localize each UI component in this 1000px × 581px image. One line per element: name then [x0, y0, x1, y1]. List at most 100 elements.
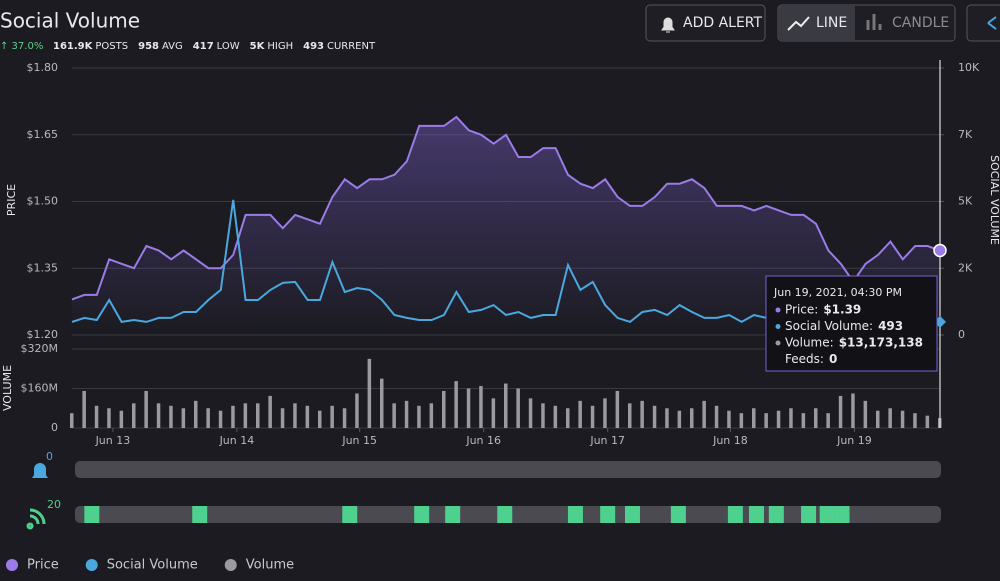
volume-bar [94, 405, 99, 428]
line-icon [787, 16, 810, 31]
volume-bar [70, 413, 74, 428]
volume-bar [801, 413, 806, 428]
feed-event [768, 506, 784, 523]
stat-value: 161.9K [53, 41, 94, 52]
tooltip [765, 275, 938, 372]
feeds-icon [26, 508, 46, 530]
volume-bar [243, 403, 248, 428]
volume-bar [268, 395, 272, 428]
volume-bar [119, 410, 124, 428]
feed-event [748, 506, 764, 523]
volume-bar [789, 408, 793, 428]
volume-bar [652, 405, 657, 428]
legend-label: Price [27, 558, 59, 573]
share-icon [987, 16, 997, 30]
legend-swatch [6, 559, 18, 571]
alerts-count: 0 [46, 450, 53, 463]
legend: Price Social Volume Volume [6, 558, 294, 573]
y2-tick-label: 2K [958, 261, 973, 274]
volume-bar [144, 390, 148, 428]
volume-tick-label: 0 [51, 421, 58, 434]
x-tick-label: Jun 19 [836, 434, 872, 447]
stat-value: 493 [303, 41, 324, 52]
x-tick-label: Jun 16 [465, 434, 501, 447]
add-alert-button[interactable] [645, 4, 766, 42]
x-tick-label: Jun 13 [95, 434, 131, 447]
stat-label: POSTS [95, 41, 128, 52]
candle-button[interactable] [855, 6, 954, 40]
stats: 161.9K POSTS 958 AVG 417 LOW 5K HIGH 493 CURRENT [53, 41, 376, 52]
feed-event [84, 506, 100, 523]
feed-event [727, 506, 743, 523]
volume-bar [429, 403, 434, 428]
tooltip-label: Volume: [785, 336, 834, 350]
feed-event [834, 506, 850, 523]
volume-bar [640, 400, 644, 428]
volume-bar [367, 358, 372, 428]
volume-bar [516, 388, 520, 428]
volume-bar [194, 400, 198, 428]
y2-tick-label: 5K [958, 195, 973, 208]
price-line [71, 115, 941, 301]
feed-event [192, 506, 208, 523]
volume-bar [280, 408, 285, 428]
volume-bar [900, 410, 905, 428]
feed-event [497, 506, 513, 523]
alerts-track [75, 461, 941, 478]
alerts-icon [32, 463, 48, 481]
volume-bar [863, 400, 868, 428]
volume-bar [454, 381, 458, 428]
tooltip-value: 0 [829, 352, 837, 366]
volume-bar [677, 410, 682, 428]
volume-bar [541, 403, 545, 428]
feed-event [342, 506, 358, 523]
volume-bar [578, 400, 582, 428]
volume-bar [925, 415, 930, 428]
x-tick-label: Jun 17 [589, 434, 625, 447]
tooltip-label: Feeds: [785, 352, 824, 366]
y2-tick-label: 0 [958, 328, 965, 341]
y2-tick-label: 7K [958, 128, 973, 141]
volume-bar [628, 403, 632, 428]
legend-label: Social Volume [107, 558, 198, 573]
volume-bar [752, 408, 756, 428]
tooltip-value: 493 [878, 319, 903, 333]
volume-bar [528, 398, 533, 428]
volume-bar [714, 405, 719, 428]
volume-bar [615, 390, 620, 428]
volume-bar [417, 405, 421, 428]
tooltip-label: Price: [785, 303, 818, 317]
volume-bar [355, 393, 359, 428]
volume-bar [442, 390, 446, 428]
x-tick-label: Jun 15 [341, 434, 377, 447]
volume-bar [342, 408, 347, 428]
price-area [72, 117, 940, 335]
volume-bar [256, 403, 260, 428]
legend-label: Volume [246, 558, 294, 573]
bell-icon [661, 17, 675, 33]
feed-event [801, 506, 817, 523]
feed-event [819, 506, 835, 523]
plot: $1.80 $1.65 $1.50 $1.35 $1.20 10K 7K 5K 2K 0 $320M… [21, 60, 980, 447]
line-button[interactable] [779, 6, 855, 40]
y-axis-label: PRICE [5, 184, 18, 216]
y-tick-label: $1.50 [27, 195, 59, 208]
title: Social Volume [0, 9, 140, 33]
volume-bar [107, 408, 111, 428]
volume-bar [851, 393, 855, 428]
volume-bar [380, 378, 384, 428]
volume-bar [566, 408, 570, 428]
hover-point [933, 243, 947, 258]
volume-bar [888, 408, 892, 428]
volume-bar [727, 410, 731, 428]
x-tick-label: Jun 14 [219, 434, 255, 447]
volume-bar [690, 408, 694, 428]
share-button[interactable] [966, 4, 1000, 42]
volume-bar [218, 410, 223, 428]
x-tick-label: Jun 18 [712, 434, 748, 447]
volume-bar [553, 405, 558, 428]
stat-label: LOW [217, 41, 240, 52]
y2-axis-label: SOCIAL VOLUME [988, 155, 1000, 245]
volume-bar [764, 413, 768, 428]
